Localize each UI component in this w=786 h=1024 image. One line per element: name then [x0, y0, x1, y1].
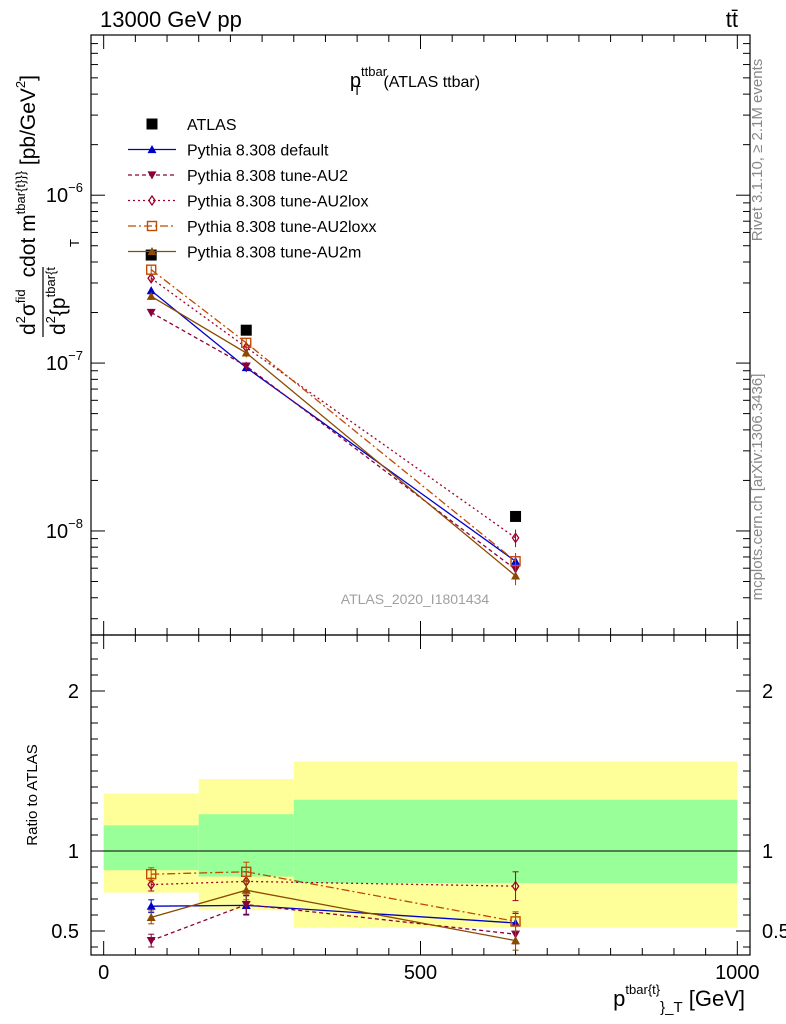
- ratio-line-au2loxx: [151, 871, 516, 923]
- legend-label-au2m: Pythia 8.308 tune-AU2m: [187, 245, 361, 262]
- ratio-point-au2lox: [511, 880, 520, 892]
- point-au2lox: [147, 272, 156, 284]
- point-au2loxx: [145, 264, 157, 275]
- ratio-y-tick-label: 0.5: [51, 921, 79, 943]
- main-axes: 10−8 10−7 10−6: [46, 34, 750, 635]
- y-tick-label: 10−8: [46, 516, 83, 543]
- point-au2loxx: [510, 556, 521, 567]
- series-line-au2lox: [150, 277, 516, 539]
- series-line-au2m: [150, 295, 516, 577]
- legend-label-default: Pythia 8.308 default: [187, 143, 329, 160]
- main-title-sup: ttbar: [361, 64, 388, 79]
- y-tick-label: 10−6: [46, 180, 83, 207]
- legend-label-au2lox: Pythia 8.308 tune-AU2lox: [187, 194, 368, 211]
- legend-marker-au2m: [147, 247, 157, 256]
- ratio-series: [145, 861, 521, 951]
- ratio-point-au2: [241, 901, 251, 910]
- ratio-frame: [90, 634, 751, 956]
- ratio-y-tick-label-right: 2: [762, 681, 773, 703]
- point-data: [510, 510, 522, 522]
- ratio-y-tick-label: 2: [68, 681, 79, 703]
- legend-label-data: ATLAS: [187, 117, 237, 134]
- legend: ATLAS Pythia 8.308 default Pythia 8.308 tu…: [128, 117, 376, 262]
- ratio-ylabel: Ratio to ATLAS: [24, 744, 41, 845]
- legend-label-au2loxx: Pythia 8.308 tune-AU2loxx: [187, 219, 376, 236]
- ratio-y-tick-label: 1: [68, 841, 79, 863]
- main-title-rest: (ATLAS ttbar): [379, 74, 480, 91]
- legend-marker-default: [147, 145, 157, 154]
- x-axis-label: ptbar{t}}_T [GeV]: [613, 982, 745, 1016]
- ratio-bands: [103, 761, 738, 928]
- point-au2lox: [511, 532, 520, 544]
- main-title-p: p: [350, 70, 361, 92]
- point-au2: [241, 362, 251, 371]
- header-left: 13000 GeV pp: [100, 7, 242, 32]
- ratio-point-au2loxx: [145, 869, 157, 880]
- header-right: tt̄: [726, 7, 738, 32]
- series-line-au2loxx: [150, 269, 516, 562]
- series-line-default: [150, 290, 516, 562]
- point-default: [146, 286, 156, 295]
- x-axis-label-sup: tbar{t}: [625, 982, 660, 997]
- main-title-sub: T: [353, 83, 361, 98]
- rivet-watermark: Rivet 3.1.10, ≥ 2.1M events: [749, 59, 766, 242]
- x-axis-label-p: p: [613, 986, 625, 1011]
- ratio-axes: 0.5 0.5 1 1 2 2 0 500 1000: [51, 635, 786, 984]
- ratio-point-au2m: [511, 936, 521, 945]
- point-au2m: [241, 348, 251, 357]
- analysis-label: ATLAS_2020_I1801434: [341, 591, 490, 607]
- main-ylabel: d2σfidcdot mtbar{t}}} [pb/GeV2] d2{ptbar…: [13, 75, 82, 337]
- series-line-au2: [150, 311, 516, 570]
- ratio-point-au2m: [241, 885, 251, 894]
- band-inner: [293, 799, 738, 883]
- point-data: [240, 324, 252, 336]
- point-au2m: [146, 291, 156, 300]
- svg-text:d2{ptbar{tT: d2{ptbar{tT: [43, 239, 82, 335]
- y-tick-label: 10−7: [46, 348, 83, 375]
- svg-text:d2σfidcdot mtbar{t}}} [pb/GeV2: d2σfidcdot mtbar{t}}} [pb/GeV2]: [13, 75, 40, 335]
- point-au2: [146, 308, 156, 318]
- x-tick-label: 1000: [715, 962, 760, 984]
- ratio-y-tick-label-right: 1: [762, 841, 773, 863]
- ratio-y-tick-label-right: 0.5: [762, 921, 786, 943]
- ratio-point-default: [146, 901, 156, 910]
- main-series: [145, 249, 522, 586]
- point-au2loxx: [241, 337, 252, 349]
- ratio-point-au2loxx: [510, 916, 521, 927]
- legend-marker-au2loxx: [146, 220, 158, 232]
- x-tick-label: 0: [98, 962, 109, 984]
- point-au2m: [511, 571, 521, 580]
- legend-marker-au2: [147, 171, 157, 180]
- legend-marker-au2lox: [148, 194, 156, 207]
- main-title: pttbar T (ATLAS ttbar): [350, 64, 480, 98]
- ratio-point-au2loxx: [241, 866, 252, 877]
- band-inner: [103, 825, 199, 871]
- legend-marker-data: [146, 118, 158, 130]
- x-tick-label: 500: [404, 962, 437, 984]
- legend-label-au2: Pythia 8.308 tune-AU2: [187, 168, 348, 185]
- ratio-point-au2lox: [147, 878, 156, 891]
- x-axis-label-sub: }_T: [660, 999, 683, 1016]
- x-axis-label-unit: [GeV]: [683, 986, 745, 1011]
- ratio-point-au2m: [146, 912, 156, 921]
- mcplots-watermark: mcplots.cern.ch [arXiv:1306.3436]: [749, 374, 766, 601]
- ratio-point-au2: [146, 937, 156, 946]
